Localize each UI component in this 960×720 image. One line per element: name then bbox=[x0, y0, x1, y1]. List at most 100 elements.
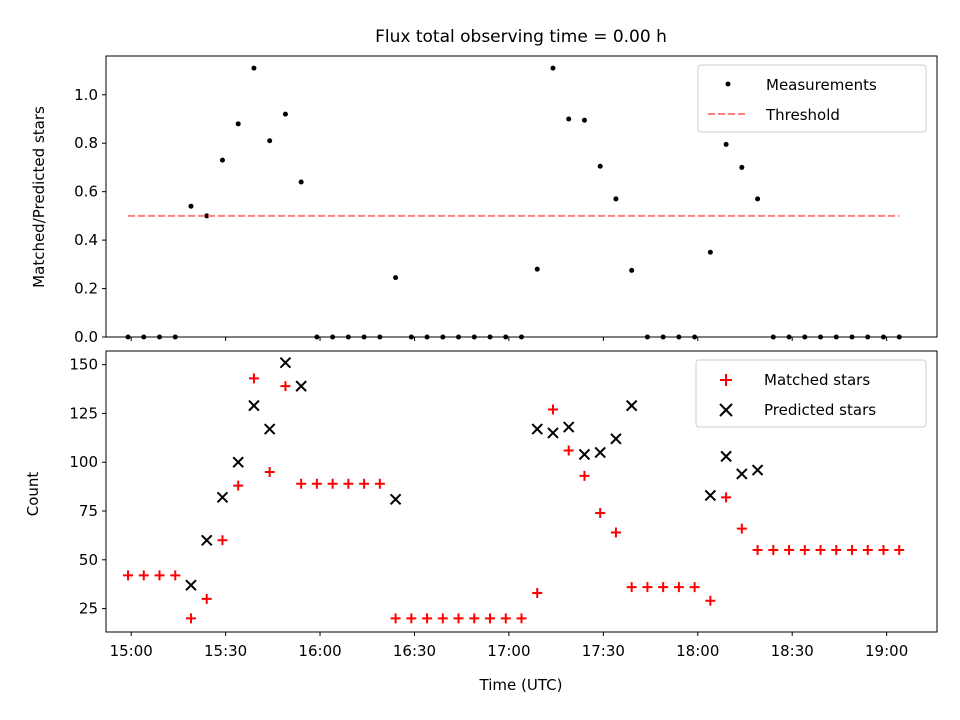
matched-stars-point bbox=[437, 613, 448, 624]
matched-stars-point bbox=[500, 613, 511, 624]
matched-stars-point bbox=[862, 545, 873, 556]
matched-stars-point bbox=[359, 478, 370, 489]
bottom-xtick-label: 16:00 bbox=[298, 642, 341, 660]
measurement-point bbox=[219, 157, 225, 163]
matched-stars-point bbox=[736, 523, 747, 534]
top-ytick-label: 0.4 bbox=[74, 231, 98, 249]
matched-stars-point bbox=[563, 445, 574, 456]
matched-stars-point bbox=[343, 478, 354, 489]
matched-stars-point bbox=[485, 613, 496, 624]
predicted-stars-point bbox=[232, 456, 244, 468]
legend-predicted-marker bbox=[719, 403, 733, 417]
matched-stars-point bbox=[296, 478, 307, 489]
bottom-ytick-label: 150 bbox=[69, 356, 98, 374]
matched-stars-point bbox=[579, 470, 590, 481]
matched-stars-point bbox=[784, 545, 795, 556]
measurement-point bbox=[534, 266, 540, 272]
predicted-stars-point bbox=[720, 450, 732, 463]
legend-matched-label: Matched stars bbox=[764, 371, 870, 389]
measurement-point bbox=[393, 275, 399, 281]
predicted-stars-point bbox=[547, 427, 559, 439]
matched-stars-point bbox=[453, 613, 464, 624]
bottom-axes: Count Time (UTC) 25 50 75 100 125 150 15:00 15:… bbox=[24, 350, 938, 694]
predicted-stars-point bbox=[578, 448, 591, 461]
bottom-xtick-label: 16:30 bbox=[393, 642, 436, 660]
matched-stars-point bbox=[626, 582, 637, 593]
matched-stars-point bbox=[280, 381, 291, 392]
predicted-stars-point bbox=[625, 399, 638, 412]
legend-threshold-label: Threshold bbox=[765, 106, 840, 124]
predicted-stars-point bbox=[279, 357, 292, 369]
matched-stars-point bbox=[248, 373, 259, 384]
matched-stars-point bbox=[154, 570, 165, 581]
predicted-stars-point bbox=[185, 579, 197, 591]
legend-measurements-marker bbox=[725, 81, 731, 87]
matched-stars-point bbox=[374, 478, 385, 489]
measurement-point bbox=[251, 65, 257, 71]
matched-stars-point bbox=[422, 613, 433, 624]
top-axes-frame bbox=[105, 55, 938, 338]
top-ytick-label: 0.0 bbox=[74, 328, 98, 346]
matched-stars-point bbox=[752, 545, 763, 556]
matched-stars-point bbox=[469, 613, 480, 624]
matched-stars-point bbox=[311, 478, 322, 489]
top-title: Flux total observing time = 0.00 h bbox=[375, 27, 667, 47]
measurement-point bbox=[550, 65, 556, 71]
bottom-xlabel: Time (UTC) bbox=[479, 676, 563, 694]
matched-stars-point bbox=[516, 613, 527, 624]
bottom-axes-frame bbox=[105, 350, 938, 633]
matched-stars-point bbox=[233, 480, 244, 491]
measurement-point bbox=[755, 196, 761, 202]
measurement-point bbox=[581, 117, 587, 123]
matched-stars-point bbox=[201, 593, 212, 604]
matched-stars-point bbox=[689, 582, 700, 593]
bottom-ytick-label: 125 bbox=[69, 404, 98, 422]
bottom-ytick-label: 75 bbox=[79, 502, 98, 520]
bottom-legend: Matched stars Predicted stars bbox=[695, 359, 927, 428]
bottom-xtick-label: 15:00 bbox=[110, 642, 153, 660]
matched-stars-point bbox=[170, 570, 181, 581]
bottom-legend-box bbox=[695, 359, 927, 428]
predicted-stars-point bbox=[594, 446, 606, 459]
legend-measurements-label: Measurements bbox=[766, 76, 877, 94]
matched-stars-point bbox=[847, 545, 858, 556]
matched-stars-point bbox=[721, 492, 732, 503]
measurement-point bbox=[188, 203, 194, 209]
top-ytick-label: 0.6 bbox=[74, 183, 98, 201]
measurement-point bbox=[566, 116, 572, 122]
predicted-stars-point bbox=[201, 534, 213, 546]
matched-stars-point bbox=[123, 570, 134, 581]
bottom-ylabel: Count bbox=[24, 472, 42, 517]
matched-stars-point bbox=[610, 527, 621, 538]
measurement-point bbox=[597, 163, 603, 169]
measurement-point bbox=[204, 213, 210, 219]
measurement-point bbox=[707, 249, 713, 255]
predicted-stars-point bbox=[531, 423, 543, 435]
top-ytick-label: 1.0 bbox=[74, 86, 98, 104]
top-ytick-label: 0.8 bbox=[74, 134, 98, 152]
matched-stars-point bbox=[390, 613, 401, 624]
measurement-point bbox=[629, 267, 635, 273]
top-tick-group: 0.0 0.2 0.4 0.6 0.8 1.0 bbox=[74, 86, 888, 346]
bottom-xtick-label: 15:30 bbox=[204, 642, 247, 660]
bottom-ytick-label: 25 bbox=[79, 600, 98, 618]
predicted-stars-point bbox=[248, 399, 260, 412]
top-ylabel: Matched/Predicted stars bbox=[30, 106, 48, 288]
bottom-xtick-label: 18:30 bbox=[771, 642, 814, 660]
matched-stars-point bbox=[264, 466, 275, 477]
matched-stars-point bbox=[799, 545, 810, 556]
matched-stars-point bbox=[768, 545, 779, 556]
measurement-point bbox=[739, 164, 745, 170]
matched-stars-point bbox=[878, 545, 889, 556]
bottom-tick-group: 25 50 75 100 125 150 15:00 15:30 16:00 16:30 17:00… bbox=[69, 356, 908, 660]
measurement-point bbox=[723, 141, 729, 147]
matched-stars-point bbox=[532, 587, 543, 598]
bottom-xtick-label: 17:00 bbox=[487, 642, 530, 660]
matched-stars-point bbox=[406, 613, 417, 624]
bottom-xtick-label: 19:00 bbox=[865, 642, 908, 660]
predicted-stars-point bbox=[389, 493, 402, 506]
predicted-stars-point bbox=[216, 491, 229, 504]
matched-stars-point bbox=[547, 404, 558, 415]
matched-stars-point bbox=[894, 545, 905, 556]
